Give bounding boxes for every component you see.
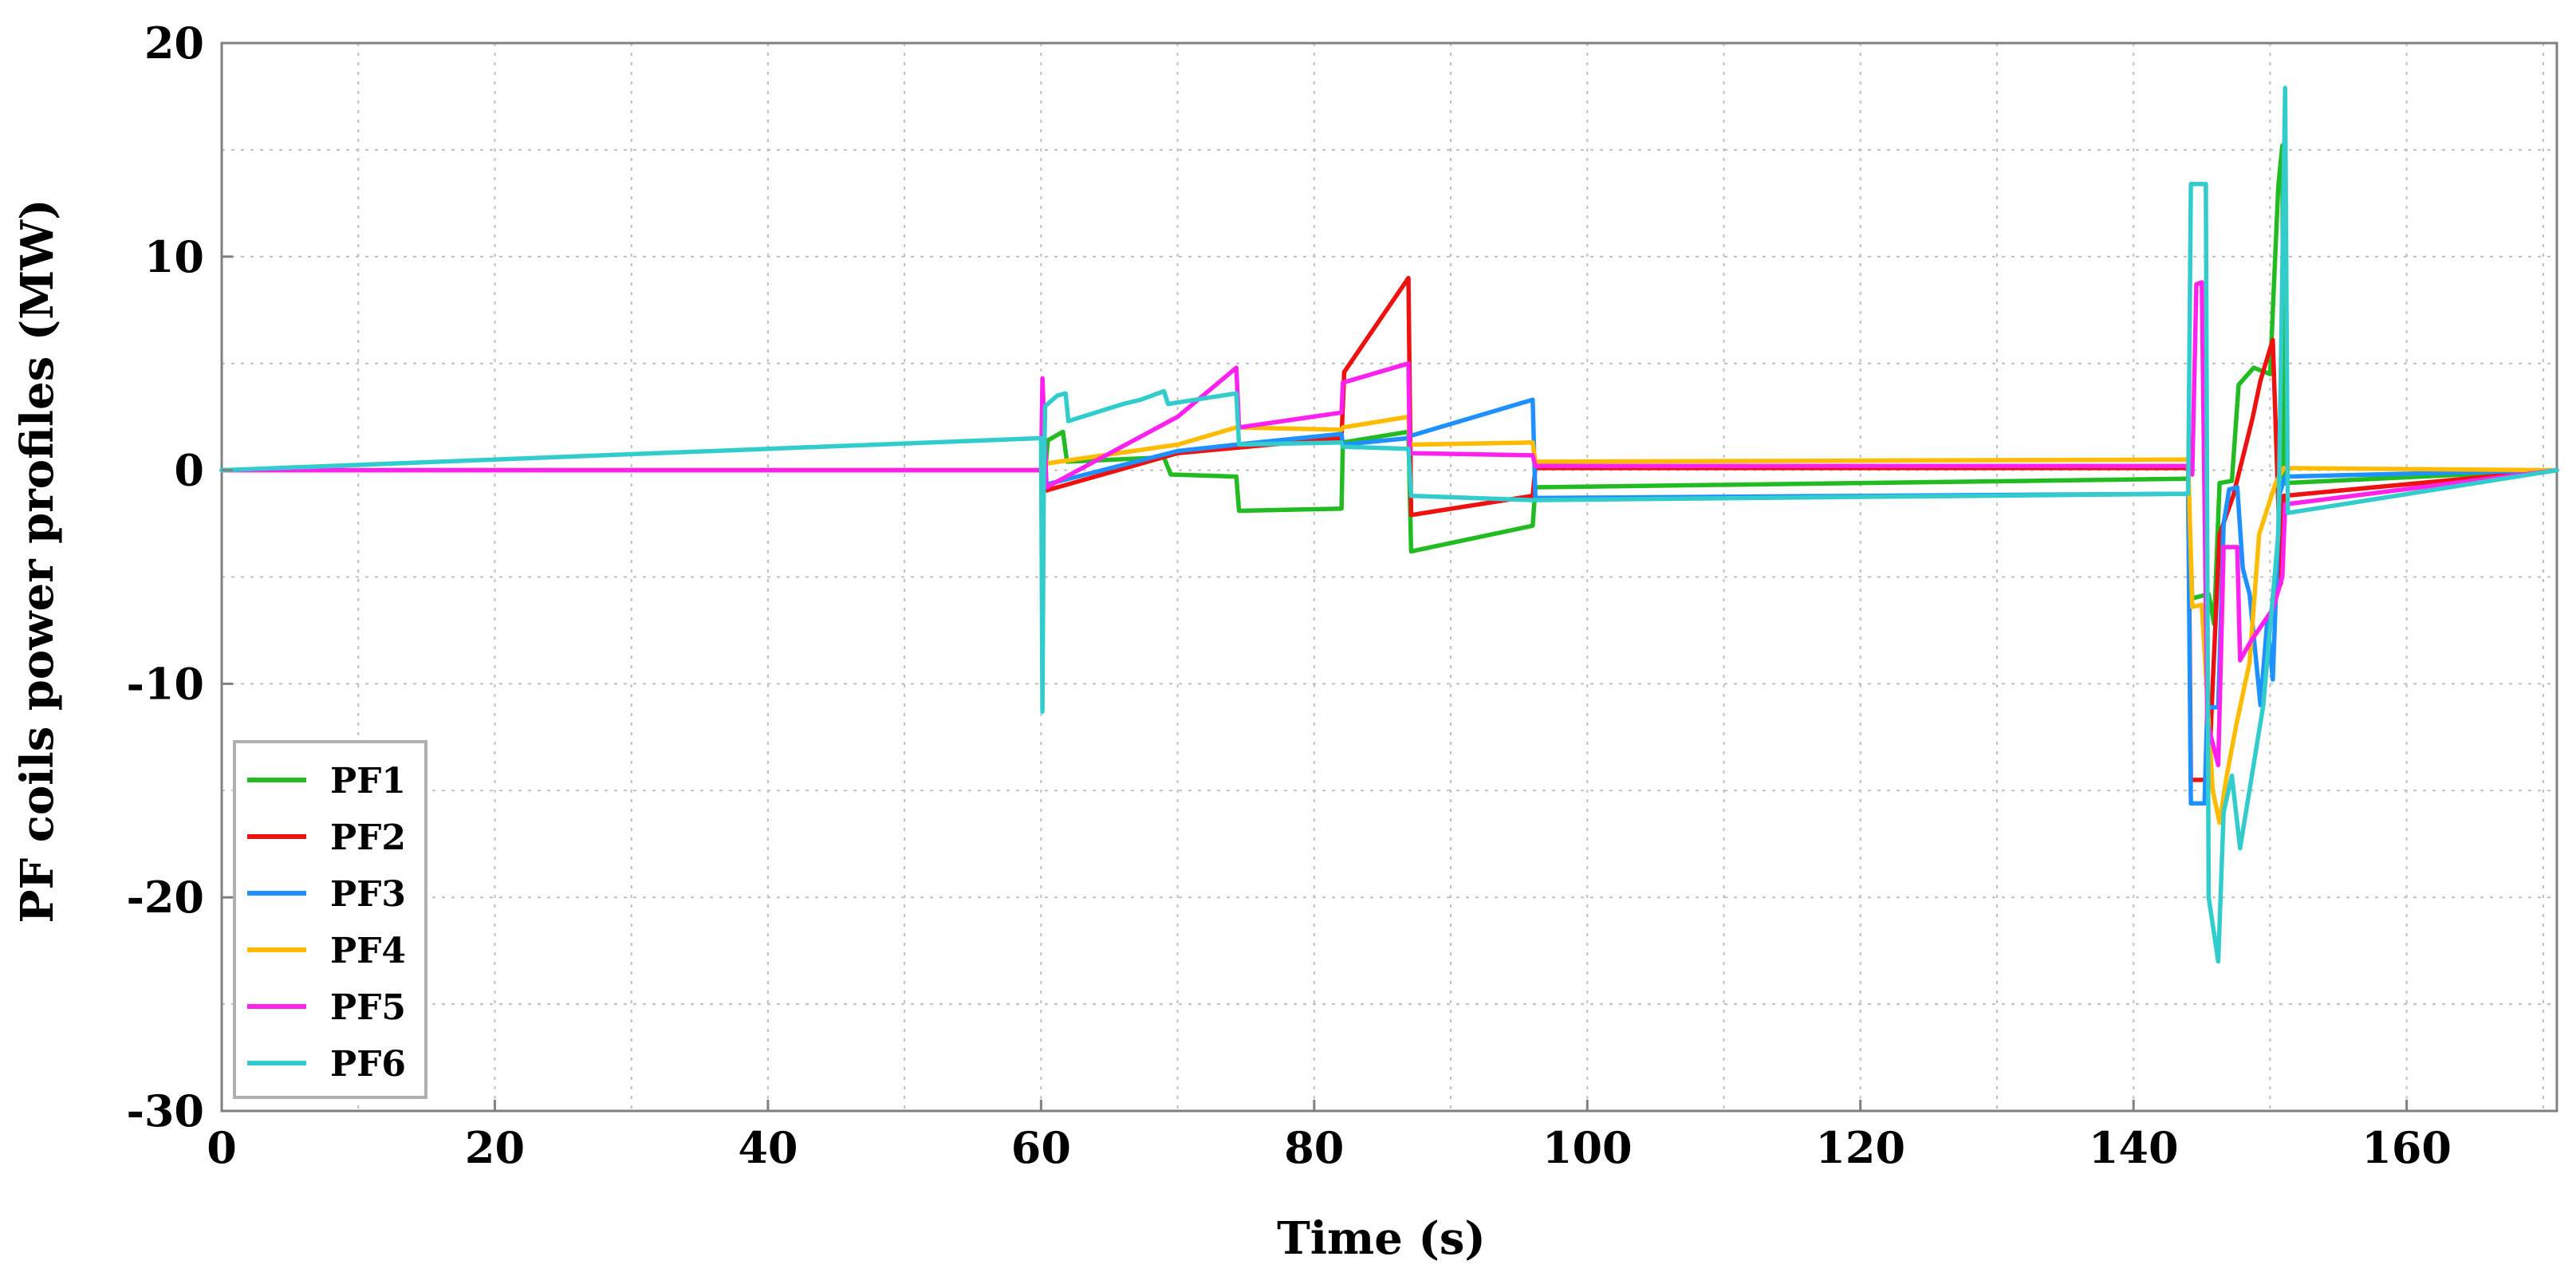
- x-tick-label: 60: [1011, 1122, 1071, 1173]
- x-tick-label: 100: [1542, 1122, 1633, 1173]
- x-axis: 0 20 40 60 80 100 120 140 160: [207, 1100, 2452, 1173]
- legend-label: PF4: [330, 931, 406, 971]
- y-axis: -30 -20 -10 0 10 20: [126, 18, 233, 1136]
- series-pf1-line: [219, 143, 2559, 627]
- y-tick-label: 20: [144, 18, 204, 69]
- x-tick-label: 20: [465, 1122, 525, 1173]
- x-axis-title: Time (s): [1277, 1212, 1486, 1265]
- y-tick-label: 10: [144, 231, 204, 282]
- grid: [222, 43, 2557, 1111]
- y-tick-label: -20: [126, 872, 204, 923]
- legend-label: PF5: [330, 987, 406, 1028]
- x-tick-label: 140: [2089, 1122, 2179, 1173]
- x-tick-label: 40: [738, 1122, 798, 1173]
- y-tick-label: -10: [126, 658, 204, 709]
- y-tick-label: -30: [126, 1085, 204, 1136]
- x-tick-label: 0: [207, 1122, 237, 1173]
- x-tick-label: 120: [1815, 1122, 1905, 1173]
- plot-area: [220, 41, 2558, 1113]
- series-layer: [219, 85, 2559, 964]
- legend-label: PF6: [330, 1044, 406, 1085]
- x-tick-label: 80: [1284, 1122, 1344, 1173]
- y-tick-label: 0: [174, 445, 204, 496]
- legend: PF1 PF2 PF3 PF4 PF5 PF6: [233, 740, 427, 1099]
- series-pf6-line: [219, 85, 2559, 964]
- y-axis-title: PF coils power profiles (MW): [11, 199, 64, 923]
- legend-box: [233, 740, 427, 1099]
- legend-label: PF2: [330, 817, 406, 858]
- legend-label: PF3: [330, 874, 406, 915]
- x-tick-label: 160: [2361, 1122, 2452, 1173]
- series-pf3-line: [219, 397, 2559, 806]
- legend-label: PF1: [330, 761, 406, 802]
